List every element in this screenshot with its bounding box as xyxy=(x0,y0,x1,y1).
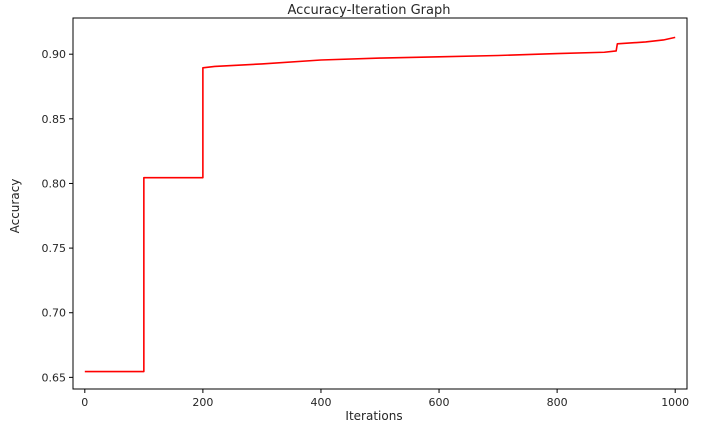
x-tick-label: 0 xyxy=(81,396,88,409)
x-tick-label: 400 xyxy=(310,396,331,409)
x-tick-label: 600 xyxy=(429,396,450,409)
y-tick-label: 0.65 xyxy=(42,371,67,384)
axes-frame xyxy=(72,17,688,390)
x-axis-label: Iterations xyxy=(345,409,402,423)
y-tick-label: 0.80 xyxy=(42,177,67,190)
x-tick-label: 1000 xyxy=(661,396,689,409)
y-tick-label: 0.70 xyxy=(42,307,67,320)
y-tick-label: 0.90 xyxy=(42,48,67,61)
x-tick-label: 800 xyxy=(547,396,568,409)
x-axis: 0 200 400 600 800 1000 xyxy=(81,389,689,409)
y-axis: 0.65 0.70 0.75 0.80 0.85 0.90 xyxy=(42,48,73,384)
y-axis-label: Accuracy xyxy=(8,179,22,234)
y-tick-label: 0.85 xyxy=(42,113,67,126)
y-tick-label: 0.75 xyxy=(42,242,67,255)
chart-title: Accuracy-Iteration Graph xyxy=(288,3,451,18)
x-tick-label: 200 xyxy=(192,396,213,409)
series-line-0 xyxy=(84,36,676,373)
plot-area xyxy=(84,36,676,373)
